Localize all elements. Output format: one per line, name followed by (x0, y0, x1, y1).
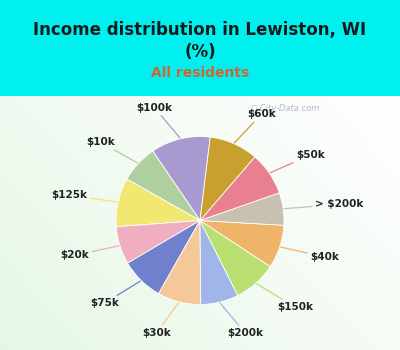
Wedge shape (200, 137, 255, 220)
Wedge shape (200, 157, 279, 220)
Wedge shape (200, 193, 284, 225)
Text: $150k: $150k (256, 284, 313, 312)
Text: $10k: $10k (86, 137, 138, 163)
Wedge shape (200, 220, 270, 295)
Text: > $200k: > $200k (284, 199, 363, 209)
Text: Income distribution in Lewiston, WI
(%): Income distribution in Lewiston, WI (%) (34, 21, 366, 61)
Text: $100k: $100k (137, 103, 180, 138)
Wedge shape (128, 220, 200, 294)
Text: ⓘ City-Data.com: ⓘ City-Data.com (252, 104, 319, 113)
Text: $40k: $40k (280, 247, 339, 262)
Text: $75k: $75k (90, 281, 140, 308)
Text: $60k: $60k (234, 110, 276, 143)
Wedge shape (116, 220, 200, 263)
Text: $30k: $30k (142, 303, 179, 338)
Text: $20k: $20k (61, 246, 119, 260)
Text: $200k: $200k (220, 303, 263, 338)
Wedge shape (127, 151, 200, 220)
Text: $125k: $125k (51, 190, 117, 202)
Text: All residents: All residents (151, 66, 249, 80)
Wedge shape (200, 220, 238, 304)
Wedge shape (116, 179, 200, 227)
Wedge shape (200, 220, 284, 267)
Wedge shape (159, 220, 201, 304)
Wedge shape (153, 136, 210, 220)
Text: $50k: $50k (270, 150, 324, 173)
